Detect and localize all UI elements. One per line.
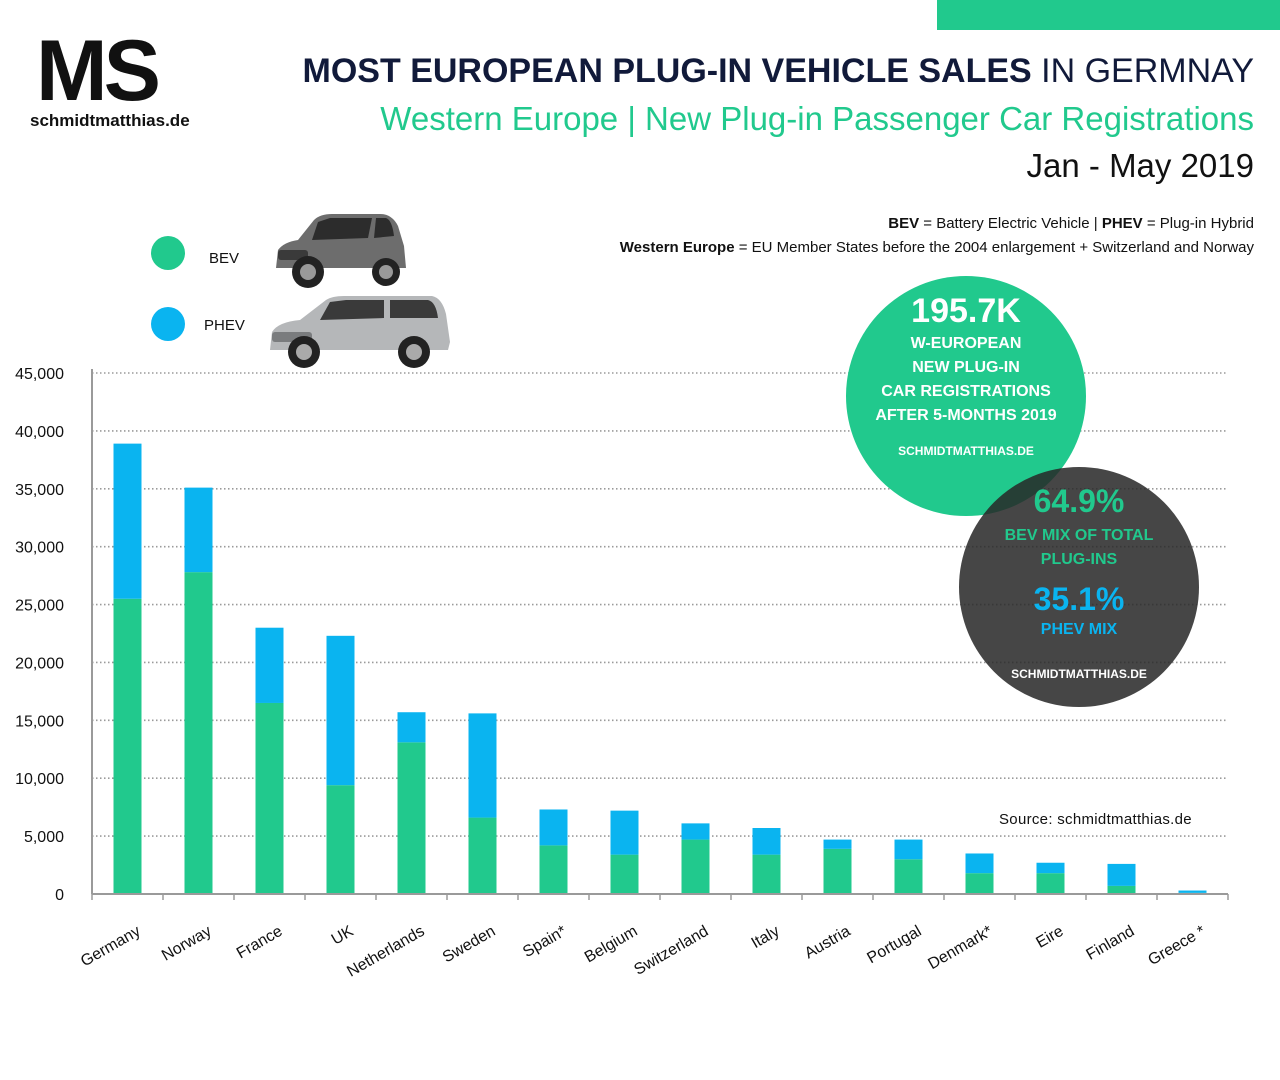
bar-phev	[539, 809, 568, 846]
x-tick-label: Germany	[78, 923, 143, 971]
bar-phev	[326, 635, 355, 786]
bar-phev	[1036, 862, 1065, 874]
definition-note: BEV = Battery Electric Vehicle | PHEV = …	[888, 215, 1254, 232]
bar-bev	[539, 845, 568, 894]
bar-phev	[113, 443, 142, 599]
bev-car-icon	[276, 214, 406, 288]
chart-title: MOST EUROPEAN PLUG-IN VEHICLE SALES IN G…	[303, 52, 1254, 91]
title-rest: IN GERMNAY	[1031, 52, 1254, 90]
bar-phev	[823, 839, 852, 849]
phev-car-icon	[270, 296, 450, 368]
bar-bev	[468, 817, 497, 894]
y-tick-label: 45,000	[15, 366, 64, 383]
title-bold: MOST EUROPEAN PLUG-IN VEHICLE SALES	[302, 52, 1032, 90]
bev-abbr: BEV	[888, 215, 920, 232]
bar-phev	[397, 712, 426, 743]
bar-phev	[965, 853, 994, 874]
x-tick-label: Switzerland	[631, 923, 711, 979]
y-tick-label: 0	[55, 887, 64, 904]
bar-bev	[184, 572, 213, 894]
chart-period: Jan - May 2019	[1026, 147, 1254, 184]
bar-bev	[894, 859, 923, 894]
x-tick-label: Portugal	[864, 923, 924, 968]
y-tick-label: 30,000	[15, 540, 64, 557]
x-tick-label: France	[234, 923, 286, 963]
x-tick-label: Belgium	[582, 923, 641, 967]
logo-url: schmidtmatthias.de	[30, 111, 190, 130]
phev-abbr: PHEV	[1101, 215, 1143, 232]
bar-bev	[1036, 873, 1065, 894]
x-tick-label: Eire	[1033, 923, 1066, 952]
legend-bev-label: BEV	[209, 250, 240, 267]
total-url: SCHMIDTMATTHIAS.DE	[898, 444, 1034, 458]
bar-bev	[681, 839, 710, 894]
total-description: W-EUROPEAN NEW PLUG-IN CAR REGISTRATIONS…	[846, 332, 1086, 428]
x-tick-label: Greece *	[1145, 923, 1208, 969]
bar-bev	[255, 702, 284, 894]
bar-phev	[255, 627, 284, 703]
x-tick-label: UK	[329, 923, 357, 949]
x-tick-label: Spain*	[520, 923, 569, 961]
x-tick-label: Netherlands	[344, 923, 427, 981]
region-note: Western Europe = EU Member States before…	[620, 239, 1254, 256]
y-tick-label: 25,000	[15, 598, 64, 615]
legend-phev-label: PHEV	[204, 317, 245, 334]
chart-subtitle: Western Europe | New Plug-in Passenger C…	[380, 100, 1254, 137]
total-line-3: CAR REGISTRATIONS	[881, 383, 1051, 400]
bar-bev	[610, 854, 639, 894]
top-accent-bar	[937, 0, 1280, 30]
x-tick-label: Italy	[749, 923, 783, 952]
bar-bev	[326, 785, 355, 894]
source-note: Source: schmidtmatthias.de	[999, 811, 1192, 828]
total-line-4: AFTER 5-MONTHS 2019	[875, 407, 1057, 424]
bev-mix-label: BEV MIX OF TOTAL PLUG-INS	[959, 524, 1199, 572]
y-tick-label: 35,000	[15, 482, 64, 499]
legend-bev-swatch	[151, 236, 185, 270]
bar-bev	[965, 873, 994, 894]
x-tick-label: Denmark*	[925, 923, 995, 973]
bar-phev	[894, 839, 923, 860]
bar-phev	[752, 828, 781, 855]
phev-mix-label: PHEV MIX	[1040, 621, 1118, 638]
bev-def: = Battery Electric Vehicle |	[919, 215, 1102, 232]
bar-phev	[468, 713, 497, 818]
mix-url: SCHMIDTMATTHIAS.DE	[1011, 667, 1147, 681]
bar-bev	[752, 854, 781, 894]
x-tick-label: Norway	[159, 923, 214, 965]
total-value: 195.7K	[911, 292, 1021, 330]
legend-phev-swatch	[151, 307, 185, 341]
we-def: = EU Member States before the 2004 enlar…	[734, 239, 1254, 256]
y-tick-label: 10,000	[15, 771, 64, 788]
bev-mix-line-1: BEV MIX OF TOTAL	[1004, 527, 1154, 544]
bar-bev	[1107, 885, 1136, 894]
y-tick-label: 5,000	[24, 829, 64, 846]
mix-callout: 64.9% BEV MIX OF TOTAL PLUG-INS 35.1% PH…	[959, 467, 1199, 707]
grid-layer	[92, 372, 1228, 837]
we-abbr: Western Europe	[619, 239, 735, 256]
phev-def: = Plug-in Hybrid	[1142, 215, 1254, 232]
phev-mix-value: 35.1%	[1033, 581, 1125, 617]
bev-mix-line-2: PLUG-INS	[1040, 551, 1118, 568]
bar-bev	[397, 742, 426, 894]
y-tick-label: 20,000	[15, 655, 64, 672]
total-line-2: NEW PLUG-IN	[912, 359, 1020, 376]
bar-bev	[823, 848, 852, 894]
bev-mix-value: 64.9%	[1033, 483, 1125, 519]
x-tick-label: Finland	[1084, 923, 1138, 964]
y-tick-label: 15,000	[15, 713, 64, 730]
bar-bev	[113, 598, 142, 894]
bar-phev	[681, 823, 710, 840]
bar-phev	[1107, 863, 1136, 886]
bars-layer	[113, 443, 1207, 894]
x-tick-label: Sweden	[440, 923, 499, 967]
bar-phev	[184, 487, 213, 573]
y-tick-label: 40,000	[15, 424, 64, 441]
bar-phev	[610, 810, 639, 855]
total-line-1: W-EUROPEAN	[910, 335, 1022, 352]
logo: MS	[36, 23, 161, 119]
bar-phev	[1178, 890, 1207, 893]
x-tick-label: Austria	[802, 923, 854, 963]
